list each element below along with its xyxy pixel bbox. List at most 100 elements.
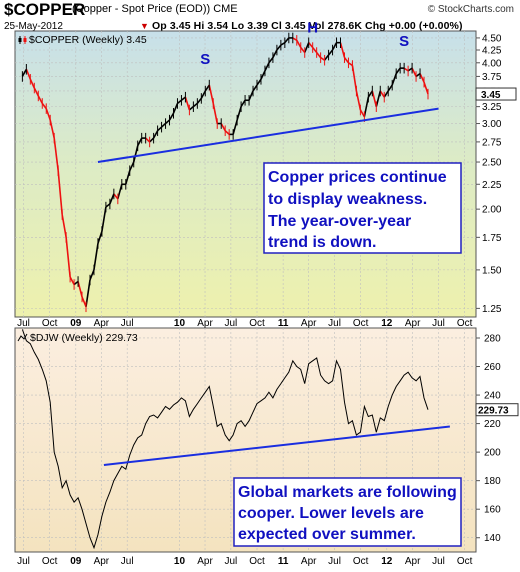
copper-y-tick-label: 4.25 <box>482 45 502 56</box>
copper-price-segment <box>45 108 51 121</box>
copper-price-segment <box>61 214 67 238</box>
djw-x-axis: Jul Oct 09 Apr Jul 10 Apr Jul Oct 11 Apr Jul Oct 12 Ap… <box>17 556 473 567</box>
copper-x-tick-label: Apr <box>301 318 317 329</box>
copper-price-segment <box>93 243 99 271</box>
copper-legend-label: $COPPER (Weekly) 3.45 <box>29 34 147 46</box>
copper-price-segment <box>391 73 397 86</box>
copper-price-segment <box>248 90 254 101</box>
copper-price-segment <box>323 54 330 61</box>
copper-last-value-box <box>475 87 517 101</box>
copper-price-segment <box>224 130 230 135</box>
copper-last-value: 3.45 <box>481 90 501 101</box>
copper-price-segment <box>165 119 171 125</box>
copper-y-tick-label: 4.00 <box>482 58 502 69</box>
line-chart-icon <box>17 333 28 342</box>
copper-price-segment <box>280 41 286 46</box>
chart-date: 25-May-2012 <box>4 21 63 32</box>
copper-price-segment <box>200 90 207 99</box>
pattern-label: H <box>307 19 318 36</box>
djw-x-tick-label: Jul <box>17 556 30 567</box>
copper-annotation-line-1: Copper prices continue <box>268 169 447 186</box>
copper-price-segment <box>312 47 318 53</box>
djw-x-tick-label: 09 <box>70 556 82 567</box>
copper-price-segment <box>240 99 246 108</box>
pattern-label: S <box>399 33 409 50</box>
djw-last-value: 229.73 <box>478 406 509 417</box>
copper-x-tick-label: 12 <box>381 318 393 329</box>
copper-x-tick-label: Jul <box>224 318 237 329</box>
copper-price-segment <box>184 96 191 111</box>
copper-price-segment <box>383 90 389 98</box>
copper-price-segment <box>296 39 302 48</box>
copper-price-segment <box>355 90 362 111</box>
copper-price-segment <box>272 49 278 58</box>
copper-price-segment <box>157 126 163 132</box>
copper-y-tick-label: 4.50 <box>482 33 502 44</box>
djw-x-tick-label: 11 <box>278 556 289 567</box>
pattern-label: S <box>200 51 210 68</box>
copper-annotation-line-2: to display weakness. <box>268 191 427 208</box>
djw-y-tick-label: 160 <box>484 505 501 516</box>
copper-price-segment <box>77 281 83 298</box>
copper-price-segment <box>284 37 290 44</box>
copper-x-tick-label: Apr <box>197 318 213 329</box>
copper-price-segment <box>292 37 298 41</box>
copper-x-tick-label: Apr <box>94 318 110 329</box>
copper-price-segment <box>49 119 55 139</box>
copper-price-segment <box>113 193 119 200</box>
copper-price-segment <box>212 103 219 124</box>
copper-price-segment <box>403 67 409 72</box>
djw-x-tick-label: Jul <box>224 556 237 567</box>
djw-x-tick-label: Apr <box>301 556 317 567</box>
copper-price-segment <box>375 90 382 107</box>
copper-price-segment <box>331 42 338 51</box>
djw-x-tick-label: Apr <box>197 556 213 567</box>
copper-price-segment <box>81 296 87 307</box>
djw-legend: $DJW (Weekly) 229.73 <box>17 332 138 344</box>
copper-support-trendline <box>97 107 439 164</box>
chart-symbol: $COPPER <box>4 0 86 19</box>
copper-y-tick-label: 3.25 <box>482 102 502 113</box>
copper-x-tick-label: 11 <box>278 318 289 329</box>
copper-x-tick-label: 10 <box>174 318 186 329</box>
copper-price-segment <box>161 122 167 128</box>
djw-x-tick-label: Oct <box>42 556 58 567</box>
copper-price-segment <box>125 170 131 185</box>
down-arrow-icon: ▼ <box>140 21 150 31</box>
copper-price-segment <box>303 42 310 53</box>
copper-x-tick-label: Oct <box>353 318 369 329</box>
copper-price-segment <box>145 137 151 143</box>
copper-price-segment <box>33 87 40 97</box>
copper-price-segment <box>117 184 123 200</box>
copper-price-segment <box>351 65 358 92</box>
copper-x-tick-label: Jul <box>328 318 341 329</box>
copper-price-segment <box>69 276 75 285</box>
copper-y-tick-label: 3.00 <box>482 119 502 130</box>
copper-price-segment <box>359 109 366 118</box>
copper-price-segment <box>129 161 135 171</box>
quote-values: Op 3.45 Hi 3.54 Lo 3.39 Cl 3.45 Vol 278.… <box>152 20 463 32</box>
copper-price-segment <box>419 73 425 83</box>
copper-price-segment <box>339 42 346 58</box>
copper-price-segment <box>387 84 393 92</box>
candlestick-icon <box>18 36 27 44</box>
copper-price-segment <box>97 231 103 244</box>
copper-x-tick-label: Oct <box>42 318 58 329</box>
djw-x-tick-label: Jul <box>432 556 445 567</box>
brand-watermark: © StockCharts.com <box>427 4 514 15</box>
copper-price-segment <box>21 68 28 77</box>
djw-x-tick-label: Jul <box>328 556 341 567</box>
copper-y-tick-label: 1.75 <box>482 233 502 244</box>
copper-x-tick-label: Jul <box>17 318 30 329</box>
djw-x-tick-label: Apr <box>405 556 421 567</box>
djw-x-tick-label: Apr <box>94 556 110 567</box>
copper-price-segment <box>348 62 353 67</box>
copper-price-segment <box>371 90 378 107</box>
djw-x-tick-label: Oct <box>457 556 473 567</box>
copper-price-segment <box>85 279 91 307</box>
copper-price-segment <box>208 84 215 104</box>
djw-last-value-box <box>475 403 519 417</box>
copper-price-segment <box>132 145 139 163</box>
djw-y-tick-label: 200 <box>484 448 501 459</box>
